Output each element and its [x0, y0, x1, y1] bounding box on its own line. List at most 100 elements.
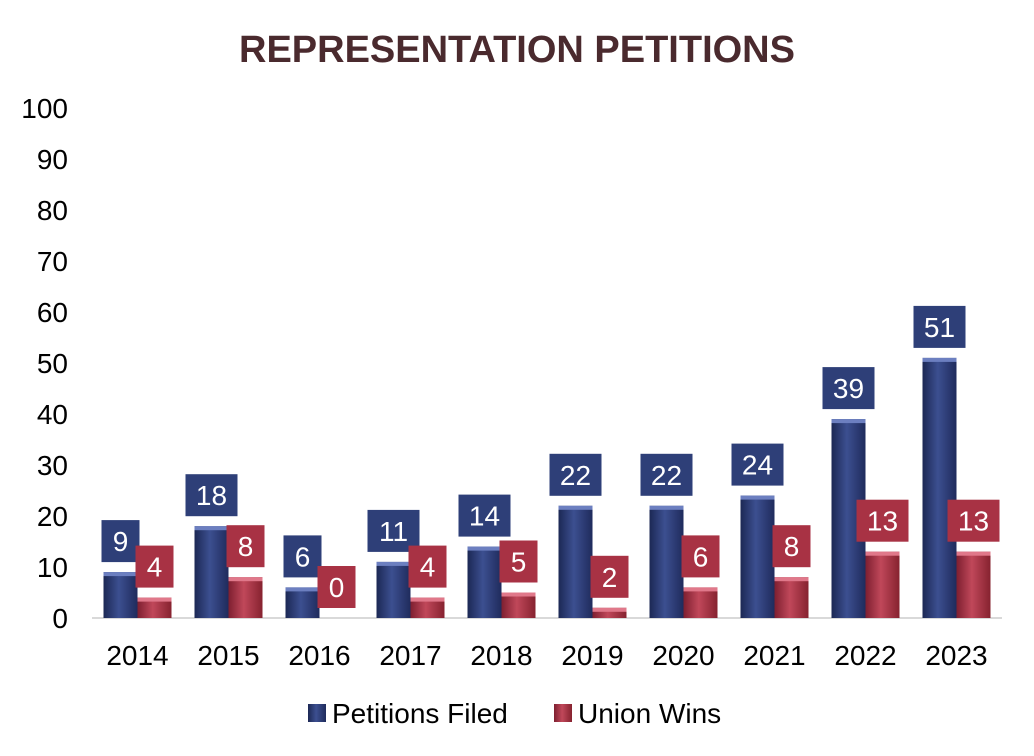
data-label: 14	[469, 501, 500, 532]
data-label-box	[101, 520, 140, 563]
data-label-box	[185, 474, 238, 517]
x-tick-label: 2015	[197, 640, 259, 671]
data-label: 13	[958, 506, 989, 537]
data-label: 4	[420, 552, 436, 583]
bar-top-bevel	[592, 607, 627, 612]
bar-top-bevel	[501, 592, 536, 597]
data-label-box	[590, 555, 629, 598]
bar-union-wins	[865, 551, 900, 618]
legend-label: Union Wins	[578, 698, 721, 729]
bar-petitions-filed	[103, 572, 138, 618]
bar-union-wins	[774, 577, 809, 618]
data-label: 51	[924, 312, 955, 343]
y-tick-label: 30	[37, 450, 68, 481]
legend-label: Petitions Filed	[332, 698, 508, 729]
data-label-box	[499, 540, 538, 583]
bar-top-bevel	[831, 419, 866, 424]
data-label: 5	[511, 547, 527, 578]
data-label-box	[856, 499, 909, 542]
data-label: 2	[602, 562, 618, 593]
legend: Petitions Filed Union Wins	[308, 698, 721, 729]
y-tick-label: 20	[37, 501, 68, 532]
y-tick-label: 100	[21, 93, 68, 124]
data-label-box	[367, 509, 420, 552]
y-tick-label: 50	[37, 348, 68, 379]
y-tick-label: 70	[37, 246, 68, 277]
x-tick-label: 2023	[925, 640, 987, 671]
x-tick-label: 2016	[288, 640, 350, 671]
data-label-box	[822, 367, 875, 410]
data-label-box	[947, 499, 1000, 542]
data-label: 4	[147, 552, 163, 583]
data-label: 8	[784, 531, 800, 562]
data-label: 6	[295, 541, 311, 572]
bar-top-bevel	[137, 597, 172, 602]
bar-union-wins	[683, 587, 718, 618]
x-tick-label: 2018	[470, 640, 532, 671]
y-tick-label: 40	[37, 399, 68, 430]
data-label: 6	[693, 541, 709, 572]
data-label-box	[681, 535, 720, 578]
bar-petitions-filed	[467, 546, 502, 618]
chart-title: REPRESENTATION PETITIONS	[239, 29, 795, 71]
bar-petitions-filed	[285, 587, 320, 618]
bar-top-bevel	[774, 577, 809, 582]
bars	[103, 357, 991, 618]
bar-top-bevel	[649, 505, 684, 510]
data-label-box	[458, 494, 511, 537]
x-tick-label: 2022	[834, 640, 896, 671]
bar-union-wins	[501, 592, 536, 618]
y-tick-label: 80	[37, 195, 68, 226]
bar-petitions-filed	[558, 505, 593, 618]
data-label: 0	[329, 572, 345, 603]
y-tick-label: 10	[37, 552, 68, 583]
bar-union-wins	[410, 597, 445, 618]
x-tick-label: 2019	[561, 640, 623, 671]
x-tick-label: 2017	[379, 640, 441, 671]
bar-top-bevel	[103, 572, 138, 577]
data-label: 18	[196, 480, 227, 511]
x-tick-label: 2020	[652, 640, 714, 671]
x-tick-label: 2014	[106, 640, 168, 671]
bar-top-bevel	[467, 546, 502, 551]
data-label: 13	[867, 506, 898, 537]
bar-petitions-filed	[376, 561, 411, 618]
data-label-box	[640, 453, 693, 496]
y-tick-label: 60	[37, 297, 68, 328]
data-label: 22	[560, 460, 591, 491]
bar-union-wins	[137, 597, 172, 618]
data-label-box	[226, 525, 265, 568]
bar-union-wins	[956, 551, 991, 618]
data-labels: 9 18 6 11 14 22 22 24 39 51 4 8 0 4 5 2 6 8 13 13	[101, 305, 1000, 608]
bar-top-bevel	[683, 587, 718, 592]
data-label: 39	[833, 373, 864, 404]
legend-swatch	[308, 704, 326, 722]
data-label-box	[283, 535, 322, 578]
bar-top-bevel	[740, 495, 775, 500]
bar-top-bevel	[410, 597, 445, 602]
bar-petitions-filed	[922, 357, 957, 618]
data-label-box	[913, 305, 966, 348]
y-tick-label: 90	[37, 144, 68, 175]
data-label-box	[772, 525, 811, 568]
data-label-box	[731, 443, 784, 486]
data-label-box	[317, 566, 356, 608]
bar-petitions-filed	[649, 505, 684, 618]
data-label-box	[408, 545, 447, 588]
bar-top-bevel	[285, 587, 320, 592]
y-tick-label: 0	[52, 603, 68, 634]
data-label: 11	[379, 516, 408, 547]
bar-petitions-filed	[740, 495, 775, 618]
bar-top-bevel	[228, 577, 263, 582]
bar-top-bevel	[956, 551, 991, 556]
bar-top-bevel	[194, 526, 229, 531]
bar-top-bevel	[922, 357, 957, 362]
bar-union-wins	[592, 607, 627, 618]
bar-petitions-filed	[194, 526, 229, 618]
y-axis: 0 10 20 30 40 50 60 70 80 90 100	[21, 93, 68, 634]
bar-union-wins	[228, 577, 263, 618]
bar-top-bevel	[558, 505, 593, 510]
data-label: 24	[742, 450, 773, 481]
data-label: 8	[238, 531, 254, 562]
